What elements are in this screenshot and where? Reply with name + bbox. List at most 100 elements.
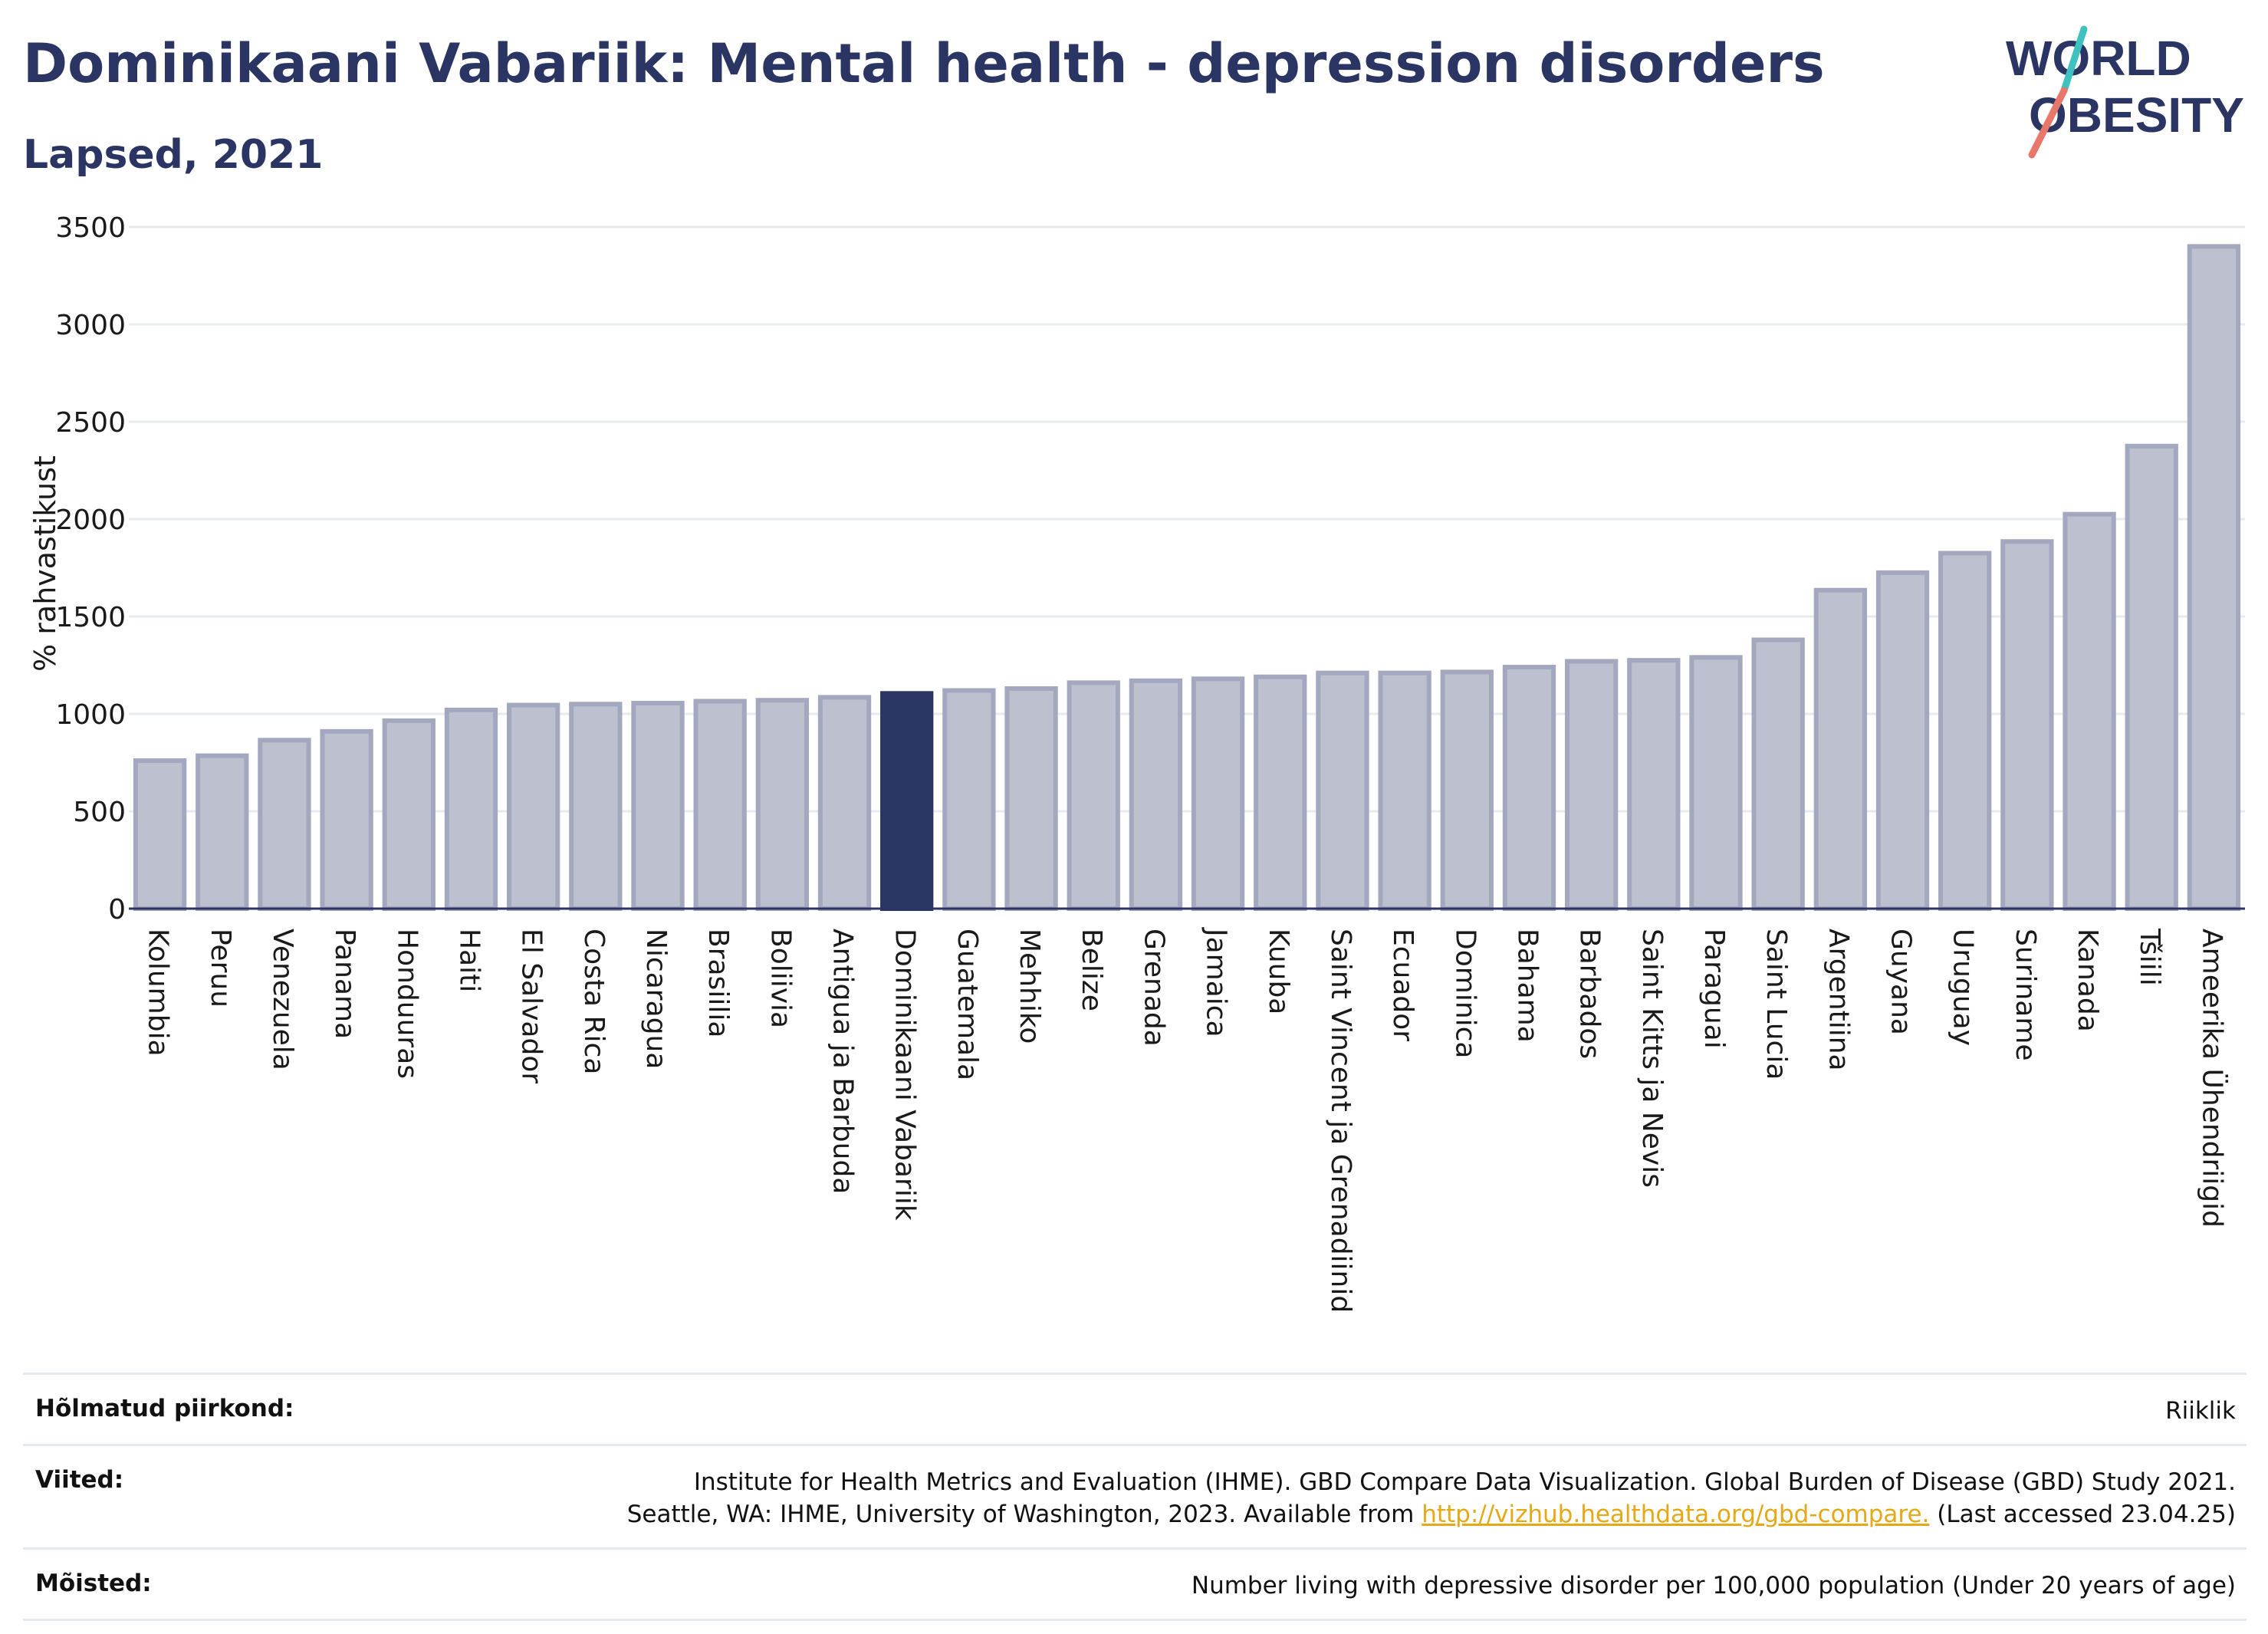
footer-row-definitions: Mõisted: Number living with depressive d… — [23, 1547, 2247, 1621]
page-title: Dominikaani Vabariik: Mental health - de… — [23, 32, 1825, 95]
logo-slash-teal — [2060, 25, 2088, 94]
bar — [1440, 669, 1494, 911]
x-tick-label: Belize — [1076, 929, 1107, 1011]
y-tick-label: 3000 — [55, 310, 126, 341]
x-tick-label: Brasiilia — [702, 929, 734, 1037]
footer: Hõlmatud piirkond: Riiklik Viited: Insti… — [23, 1373, 2247, 1621]
x-tick-label: Ecuador — [1387, 929, 1418, 1041]
bar — [2187, 244, 2241, 911]
bar — [1004, 685, 1058, 911]
x-tick-label: Peruu — [205, 929, 236, 1008]
bar — [942, 688, 996, 912]
bar — [817, 695, 872, 911]
bar — [1813, 587, 1868, 912]
y-axis-label: % rahvastikust — [28, 455, 62, 672]
x-tick-label: Honduuras — [391, 929, 422, 1079]
y-tick-label: 1000 — [55, 699, 126, 731]
x-tick-label: Grenada — [1138, 929, 1169, 1047]
x-tick-label: Bahama — [1511, 929, 1543, 1043]
y-tick-labels: 0 500 1000 1500 2000 2500 3000 3500 — [55, 212, 126, 925]
y-tick-label: 2000 — [55, 505, 126, 536]
x-tick-label: El Salvador — [516, 929, 547, 1083]
x-tick-label: Barbados — [1574, 929, 1606, 1059]
x-tick-label: Guatemala — [952, 929, 983, 1080]
x-tick-label: Boliivia — [764, 929, 796, 1028]
x-tick-label: Paraguai — [1698, 929, 1730, 1049]
x-tick-label: Saint Vincent ja Grenadiinid — [1325, 929, 1356, 1313]
bar — [2000, 539, 2054, 912]
x-tick-label: Kolumbia — [143, 929, 174, 1057]
bar — [444, 707, 498, 911]
x-tick-label: Suriname — [2010, 929, 2041, 1061]
bar — [1378, 670, 1431, 911]
x-tick-labels: Kolumbia Peruu Venezuela Panama Honduuras Hai… — [143, 927, 2229, 1313]
y-tick-label: 500 — [73, 797, 126, 828]
bar — [2063, 511, 2116, 911]
bar — [1689, 655, 1743, 912]
bar — [1564, 659, 1619, 911]
x-tick-label: Kuuba — [1263, 929, 1294, 1014]
bar — [569, 702, 623, 911]
bar — [133, 758, 187, 912]
bar — [1067, 680, 1120, 911]
bar — [693, 699, 747, 911]
references-line2-prefix: Seattle, WA: IHME, University of Washing… — [626, 1501, 1422, 1528]
footer-row-references: Viited: Institute for Health Metrics and… — [23, 1444, 2247, 1547]
bar-chart: 0 500 1000 1500 2000 2500 3000 3500 Kolumbia Per… — [28, 212, 2245, 1313]
references-link[interactable]: http://vizhub.healthdata.org/gbd-compare… — [1422, 1501, 1930, 1528]
x-tick-label: Antigua ja Barbuda — [827, 929, 859, 1194]
coverage-value: Riiklik — [2165, 1397, 2236, 1425]
references-label: Viited: — [35, 1466, 124, 1494]
x-tick-label: Costa Rica — [578, 929, 610, 1074]
bar — [631, 701, 685, 912]
logo-line1: WORLD — [2006, 31, 2191, 86]
bar — [1627, 658, 1681, 912]
x-tick-label: Ameerika Ühendriigid — [2196, 929, 2228, 1228]
bar — [1316, 670, 1369, 911]
references-line2-suffix: (Last accessed 23.04.25) — [1929, 1501, 2236, 1528]
logo-slash-coral — [2028, 87, 2068, 159]
bar — [382, 718, 436, 912]
x-tick-label: Guyana — [1885, 929, 1917, 1035]
bar — [1751, 637, 1805, 911]
x-tick-label: Nicaragua — [640, 929, 672, 1069]
references-value: Institute for Health Metrics and Evaluat… — [627, 1466, 2236, 1530]
bars — [133, 244, 2241, 912]
bar — [1191, 676, 1245, 912]
x-tick-label: Saint Lucia — [1760, 929, 1792, 1080]
y-tick-label: 0 — [108, 894, 126, 925]
footer-row-coverage: Hõlmatud piirkond: Riiklik — [23, 1373, 2247, 1444]
x-tick-label: Haiti — [453, 929, 485, 992]
bar — [2125, 443, 2178, 911]
x-tick-label: Dominica — [1449, 929, 1481, 1059]
bar — [1129, 678, 1183, 911]
bar — [196, 753, 249, 911]
bar — [1938, 551, 1992, 911]
x-tick-label: Dominikaani Vabariik — [889, 929, 921, 1221]
definitions-value: Number living with depressive disorder p… — [1191, 1572, 2236, 1599]
references-line1: Institute for Health Metrics and Evaluat… — [693, 1468, 2236, 1496]
x-tick-label: Argentiina — [1823, 929, 1854, 1071]
bar — [1502, 665, 1556, 911]
x-tick-label: Panama — [329, 929, 360, 1039]
bar-highlighted — [880, 691, 934, 912]
definitions-label: Mõisted: — [35, 1570, 152, 1597]
bar — [1254, 674, 1307, 911]
x-tick-label: Kanada — [2072, 929, 2103, 1032]
bar — [755, 698, 810, 911]
x-tick-label: Tšiili — [2134, 928, 2165, 986]
x-tick-label: Jamaica — [1201, 927, 1232, 1037]
x-tick-label: Saint Kitts ja Nevis — [1636, 929, 1668, 1188]
page-subtitle: Lapsed, 2021 — [23, 132, 324, 178]
y-tick-label: 2500 — [55, 407, 126, 439]
x-tick-label: Mehhiko — [1014, 929, 1045, 1044]
bar — [1875, 570, 1930, 911]
bar — [258, 738, 311, 911]
world-obesity-logo: WORLD OBESITY — [2006, 25, 2244, 159]
x-tick-label: Venezuela — [267, 929, 298, 1070]
x-tick-label: Uruguay — [1948, 929, 1979, 1046]
bar — [506, 702, 560, 911]
y-tick-label: 3500 — [55, 212, 126, 244]
y-tick-label: 1500 — [55, 602, 126, 633]
bar — [320, 728, 373, 911]
